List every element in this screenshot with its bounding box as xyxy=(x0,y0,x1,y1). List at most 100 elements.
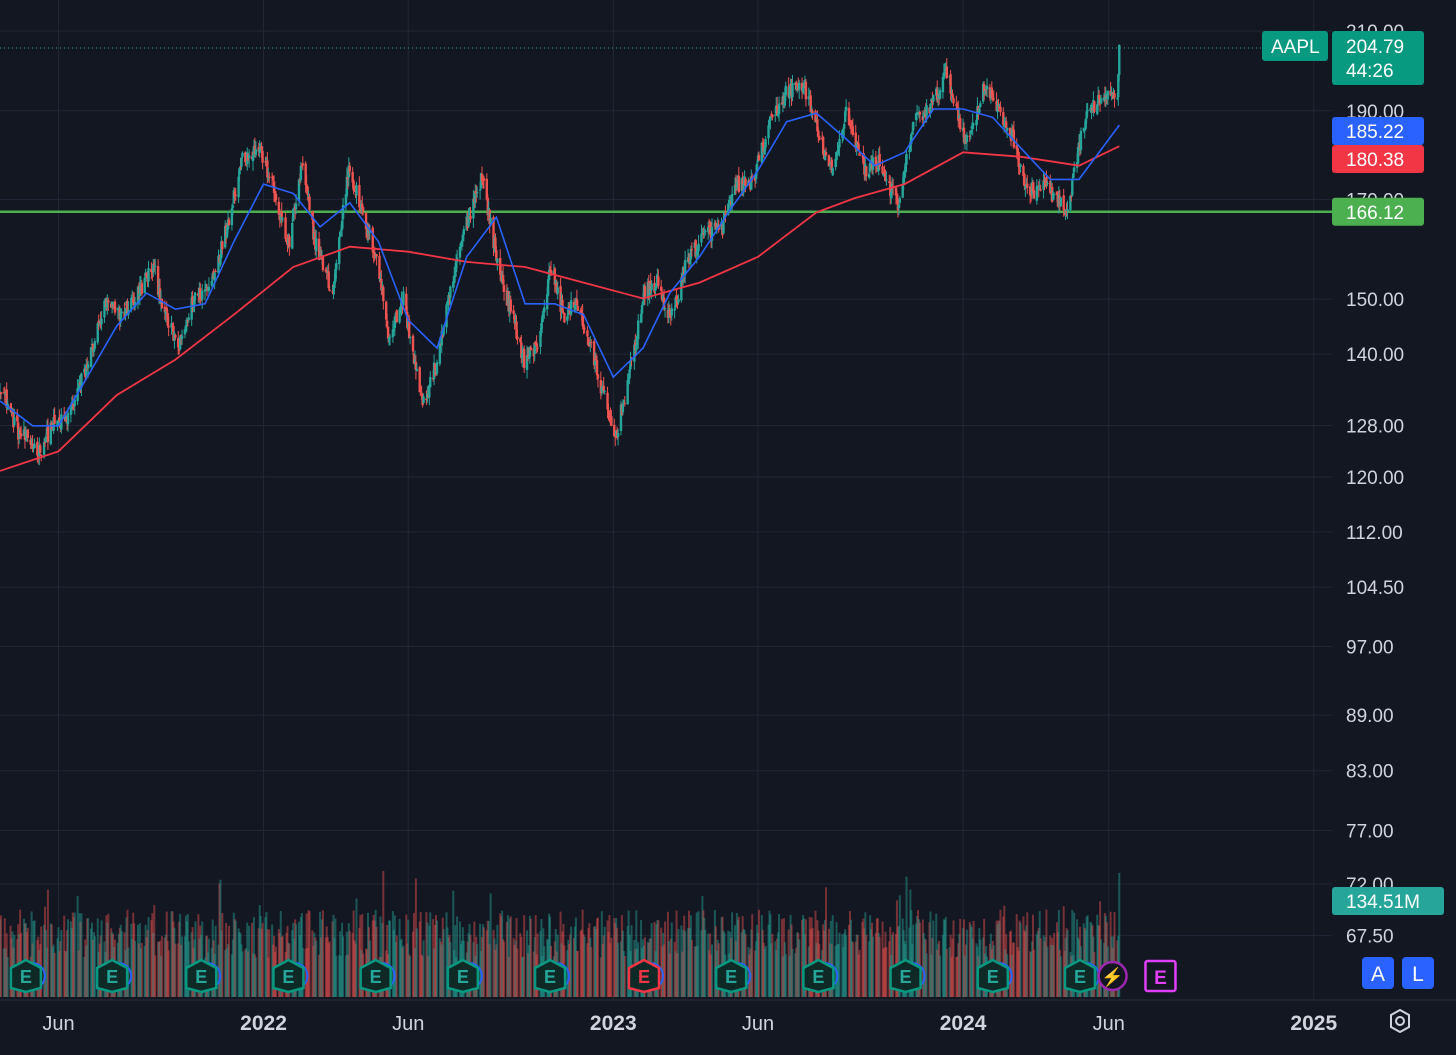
candle xyxy=(120,308,123,318)
volume-bar xyxy=(100,920,103,997)
volume-bar xyxy=(87,918,90,997)
volume-bar xyxy=(170,911,173,997)
candle xyxy=(414,355,418,380)
candle xyxy=(244,151,247,166)
candle xyxy=(213,270,216,290)
volume-bar xyxy=(1057,910,1060,997)
candle xyxy=(818,135,821,141)
volume-bar xyxy=(136,924,139,997)
candle xyxy=(706,221,710,240)
volume-bar xyxy=(454,925,457,997)
volume-bar xyxy=(653,921,656,997)
auto-scale-button[interactable]: A xyxy=(1362,957,1394,989)
candle xyxy=(576,300,580,312)
volume-bar xyxy=(159,956,162,997)
event-markers[interactable]: E E E E E E E E E E E E E ⚡ E xyxy=(9,958,1177,994)
volume-bar xyxy=(948,947,951,997)
candle xyxy=(769,116,772,130)
volume-bar xyxy=(426,922,429,997)
candle xyxy=(1059,196,1063,208)
volume-bar xyxy=(264,917,267,997)
earnings-event-icon[interactable]: E xyxy=(889,958,926,994)
candle xyxy=(1085,103,1088,124)
volume-bar xyxy=(540,919,543,997)
volume-bar xyxy=(742,928,745,997)
earnings-event-icon[interactable]: E xyxy=(9,958,46,994)
volume-bar xyxy=(422,940,425,997)
volume-bar xyxy=(708,950,711,997)
candle xyxy=(1045,170,1048,189)
volume-bar xyxy=(783,942,786,997)
volume-bar xyxy=(211,919,214,997)
earnings-event-icon[interactable]: E xyxy=(976,958,1013,994)
volume-bar xyxy=(526,930,529,997)
volume-bar xyxy=(848,924,851,997)
candle xyxy=(543,299,546,319)
volume-bar xyxy=(251,953,254,997)
candle xyxy=(107,297,110,311)
symbol-text: AAPL xyxy=(1271,37,1320,58)
candle xyxy=(447,291,450,311)
time-axis[interactable]: Jun 2022 Jun 2023 Jun 2024 Jun 2025 xyxy=(0,999,1456,1035)
earnings-event-icon[interactable]: E xyxy=(446,958,483,994)
volume-bar xyxy=(267,957,270,997)
volume-bar xyxy=(90,928,93,997)
earnings-event-icon[interactable]: E xyxy=(714,958,752,994)
volume-bar xyxy=(354,943,357,997)
candle xyxy=(771,113,774,121)
candle xyxy=(1086,102,1089,116)
volume-bar xyxy=(871,936,874,997)
earnings-event-icon[interactable]: E xyxy=(802,958,839,994)
candle xyxy=(46,418,50,450)
earnings-event-icon[interactable]: E xyxy=(533,958,571,994)
candle xyxy=(97,314,100,331)
earnings-event-icon[interactable]: E xyxy=(95,958,133,994)
volume-bar xyxy=(850,940,853,997)
candle xyxy=(687,253,691,269)
volume-bar xyxy=(656,920,659,997)
candle xyxy=(241,151,244,159)
volume-bar xyxy=(596,918,599,997)
log-scale-button[interactable]: L xyxy=(1402,957,1434,989)
candles xyxy=(0,44,1121,466)
candle xyxy=(704,228,707,236)
candle xyxy=(689,245,693,268)
volume-bar xyxy=(922,933,925,997)
volume-bar xyxy=(1099,901,1102,997)
volume-bar xyxy=(782,918,785,997)
news-event-icon[interactable]: ⚡ xyxy=(1097,960,1128,992)
volume-bar xyxy=(495,944,498,997)
volume-bar xyxy=(231,939,234,997)
candle xyxy=(388,333,392,346)
volume-bar xyxy=(675,910,678,997)
volume-bar xyxy=(877,933,880,997)
candle xyxy=(764,136,767,152)
volume-bar xyxy=(66,930,69,997)
volume-bar xyxy=(864,912,867,997)
settings-gear-icon[interactable] xyxy=(1390,1008,1410,1034)
volume-bar xyxy=(1009,931,1012,997)
earnings-event-icon[interactable]: E xyxy=(627,958,664,994)
earnings-event-icon[interactable]: E xyxy=(272,958,309,994)
earnings-event-icon[interactable]: E xyxy=(359,958,396,994)
earnings-event-icon[interactable]: E xyxy=(184,958,222,994)
event-label: E xyxy=(195,967,207,987)
volume-bar xyxy=(185,921,188,997)
volume-bar xyxy=(757,909,760,997)
volume-bar xyxy=(1023,930,1026,997)
volume-bar xyxy=(167,950,170,997)
volume-bar xyxy=(320,919,323,997)
candle xyxy=(972,122,975,130)
candle xyxy=(606,386,609,419)
earnings-event-icon[interactable]: E xyxy=(1063,958,1100,994)
volume-bar xyxy=(720,917,723,997)
earnings-event-icon[interactable]: E xyxy=(1144,959,1177,993)
volume-bar xyxy=(603,926,606,997)
volume-bar xyxy=(963,919,966,997)
volume-bar xyxy=(346,954,349,997)
volume-bar xyxy=(1118,872,1121,997)
candle xyxy=(914,112,918,127)
candle xyxy=(167,317,170,337)
